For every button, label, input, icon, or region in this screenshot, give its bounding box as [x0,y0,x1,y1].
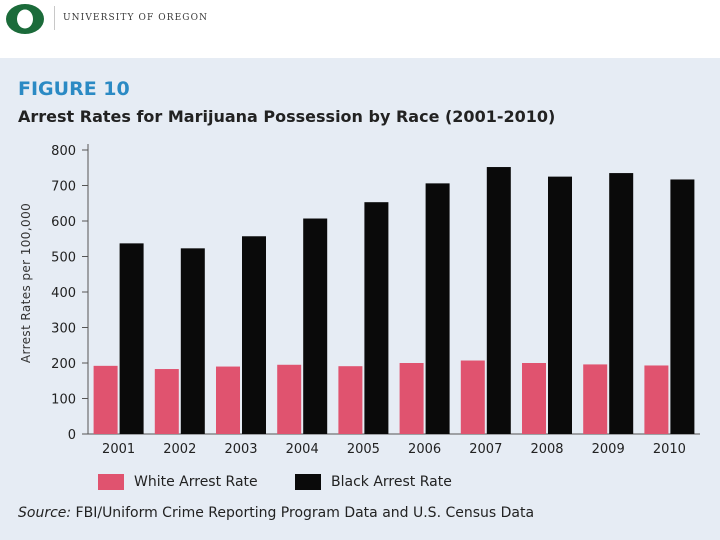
university-name: UNIVERSITY OF OREGON [63,13,209,23]
bar-black-2006 [425,183,450,434]
bar-white-2009 [583,364,608,434]
x-tick-label: 2004 [286,442,319,457]
x-tick-label: 2003 [224,442,257,457]
legend-label-white: White Arrest Rate [134,474,258,490]
bar-black-2001 [119,243,144,434]
oregon-o-logo-icon [6,4,44,34]
bar-white-2005 [338,366,363,434]
x-tick-label: 2002 [163,442,196,457]
bar-black-2007 [486,167,511,435]
y-tick-label: 200 [51,357,76,372]
y-tick-label: 0 [68,428,76,443]
y-tick-label: 800 [51,144,76,159]
bar-white-2002 [154,369,179,434]
legend-swatch-black [295,474,321,490]
y-tick-label: 500 [51,251,76,266]
bar-black-2003 [242,236,266,434]
logo-divider [54,6,55,30]
source-text: FBI/Uniform Crime Reporting Program Data… [71,505,535,521]
bar-white-2008 [522,363,546,434]
y-tick-label: 400 [51,286,76,301]
legend-label-black: Black Arrest Rate [331,474,452,490]
source-note: Source: FBI/Uniform Crime Reporting Prog… [18,505,534,521]
bar-black-2009 [609,173,634,434]
legend-swatch-white [98,474,124,490]
figure-label: FIGURE 10 [18,78,130,100]
x-tick-label: 2007 [469,442,502,457]
x-tick-label: 2005 [347,442,380,457]
bar-white-2003 [216,366,240,434]
x-tick-label: 2009 [592,442,625,457]
y-tick-label: 100 [51,393,76,408]
bar-white-2001 [93,365,118,434]
figure-title: Arrest Rates for Marijuana Possession by… [18,107,556,126]
bar-white-2004 [277,364,302,434]
x-tick-label: 2006 [408,442,441,457]
y-tick-label: 600 [51,215,76,230]
header-bar: UNIVERSITY OF OREGON [0,0,720,58]
bar-white-2006 [399,363,424,434]
bar-white-2010 [644,365,669,434]
bar-black-2008 [548,176,572,434]
bar-white-2007 [460,360,485,434]
bar-black-2010 [670,179,695,434]
x-tick-label: 2008 [530,442,563,457]
source-prefix: Source: [18,505,72,521]
y-tick-label: 300 [51,322,76,337]
x-tick-label: 2010 [653,442,686,457]
bar-black-2002 [180,248,205,434]
y-tick-label: 700 [51,180,76,195]
bar-black-2004 [303,218,328,434]
x-tick-label: 2001 [102,442,135,457]
bar-black-2005 [364,202,389,434]
